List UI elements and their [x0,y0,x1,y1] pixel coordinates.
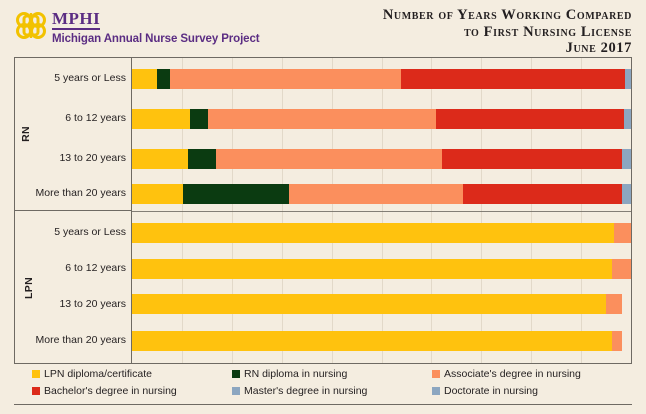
legend-item-5[interactable]: Doctorate in nursing [432,385,538,397]
gridline-4 [331,58,333,363]
legend-item-3[interactable]: Bachelor's degree in nursing [32,385,177,397]
bar-segment-0[interactable] [132,184,183,204]
category-label-lpn-3: More than 20 years [35,334,126,346]
bar-segment-0[interactable] [132,149,188,169]
group-block-lpn: LPN 5 years or Less 6 to 12 years 13 to … [15,211,132,365]
legend-swatch-4 [232,387,240,395]
bar-segment-4[interactable] [622,184,631,204]
bar-segment-0[interactable] [132,294,607,314]
bar-segment-1[interactable] [182,184,290,204]
category-label-rn-2: 13 to 20 years [59,152,126,164]
gridline-7 [481,58,483,363]
page-title-line-3: June 2017 [565,40,632,56]
bar-segment-3[interactable] [463,184,623,204]
gridline-1 [181,58,183,363]
bar-lpn-5[interactable] [132,259,631,279]
legend-row-1: LPN diploma/certificate RN diploma in nur… [14,368,632,385]
brand-logo-block: MPHI Michigan Annual Nurse Survey Projec… [14,8,260,46]
bar-segment-3[interactable] [436,109,624,129]
bar-segment-1[interactable] [187,149,216,169]
gridline-3 [281,58,283,363]
group-label-rn: RN [19,126,32,142]
legend-label-2: Associate's degree in nursing [444,368,581,380]
chart-legend: LPN diploma/certificate RN diploma in nur… [14,368,632,408]
category-label-rn-3: More than 20 years [35,187,126,199]
legend-swatch-3 [32,387,40,395]
category-label-lpn-0: 5 years or Less [54,226,126,238]
legend-swatch-2 [432,370,440,378]
brand-logo-text: MPHI Michigan Annual Nurse Survey Projec… [52,8,260,46]
bar-segment-1[interactable] [612,331,622,351]
mphi-knot-logo-icon [14,8,48,42]
org-name: Michigan Annual Nurse Survey Project [52,33,260,45]
chart-container: RN 5 years or Less 6 to 12 years 13 to 2… [14,57,632,364]
legend-label-5: Doctorate in nursing [444,385,538,397]
legend-swatch-1 [232,370,240,378]
page-title-line-2: to First Nursing License [463,23,632,40]
bar-rn-0[interactable] [132,69,631,89]
bar-segment-0[interactable] [132,109,190,129]
bar-segment-2[interactable] [289,184,464,204]
legend-item-1[interactable]: RN diploma in nursing [232,368,347,380]
category-label-lpn-1: 6 to 12 years [65,262,126,274]
bar-segment-4[interactable] [623,109,631,129]
group-label-lpn: LPN [22,277,35,299]
bar-segment-1[interactable] [612,259,631,279]
gridline-9 [581,58,583,363]
legend-row-2: Bachelor's degree in nursing Master's deg… [14,385,632,402]
group-block-rn: RN 5 years or Less 6 to 12 years 13 to 2… [15,58,132,211]
bar-segment-1[interactable] [156,69,170,89]
bar-segment-2[interactable] [215,149,443,169]
page-title: Number of Years Working Compared to Firs… [383,7,632,57]
legend-swatch-0 [32,370,40,378]
legend-item-2[interactable]: Associate's degree in nursing [432,368,581,380]
axis-label-panel: RN 5 years or Less 6 to 12 years 13 to 2… [15,58,132,363]
bar-rn-2[interactable] [132,149,631,169]
category-label-rn-0: 5 years or Less [54,72,126,84]
legend-label-0: LPN diploma/certificate [44,368,152,380]
bar-rn-1[interactable] [132,109,631,129]
org-abbreviation: MPHI [52,9,101,30]
bar-lpn-6[interactable] [132,294,631,314]
gridline-6 [431,58,433,363]
plot-area [132,58,631,363]
bar-segment-1[interactable] [614,223,631,243]
bar-segment-4[interactable] [624,69,631,89]
bar-segment-2[interactable] [207,109,437,129]
bar-segment-4[interactable] [622,149,631,169]
gridline-5 [381,58,383,363]
legend-label-3: Bachelor's degree in nursing [44,385,177,397]
bar-segment-3[interactable] [401,69,625,89]
bar-segment-0[interactable] [132,69,157,89]
legend-swatch-5 [432,387,440,395]
bar-segment-2[interactable] [169,69,402,89]
legend-label-4: Master's degree in nursing [244,385,368,397]
page-header: MPHI Michigan Annual Nurse Survey Projec… [0,0,646,56]
gridline-2 [231,58,233,363]
group-divider [132,211,631,212]
category-label-lpn-2: 13 to 20 years [59,298,126,310]
legend-item-4[interactable]: Master's degree in nursing [232,385,367,397]
page-title-line-1: Number of Years Working Compared [382,7,632,23]
bar-segment-3[interactable] [442,149,623,169]
bar-segment-1[interactable] [189,109,208,129]
bar-segment-1[interactable] [606,294,622,314]
bar-rn-3[interactable] [132,184,631,204]
bar-lpn-7[interactable] [132,331,631,351]
category-label-rn-1: 6 to 12 years [65,112,126,124]
footer-rule [14,404,632,405]
bar-lpn-4[interactable] [132,223,631,243]
bar-segment-0[interactable] [132,223,615,243]
gridline-8 [531,58,533,363]
bar-segment-0[interactable] [132,259,613,279]
legend-item-0[interactable]: LPN diploma/certificate [32,368,152,380]
bar-segment-0[interactable] [132,331,613,351]
legend-label-1: RN diploma in nursing [244,368,348,380]
